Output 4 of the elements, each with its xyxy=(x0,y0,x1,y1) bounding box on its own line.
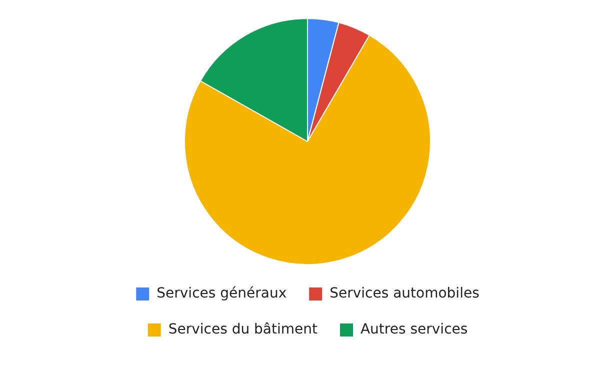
legend-label: Services généraux xyxy=(156,286,287,302)
legend-label: Autres services xyxy=(360,322,468,338)
legend-label: Services automobiles xyxy=(330,286,480,302)
legend-label: Services du bâtiment xyxy=(168,322,318,338)
